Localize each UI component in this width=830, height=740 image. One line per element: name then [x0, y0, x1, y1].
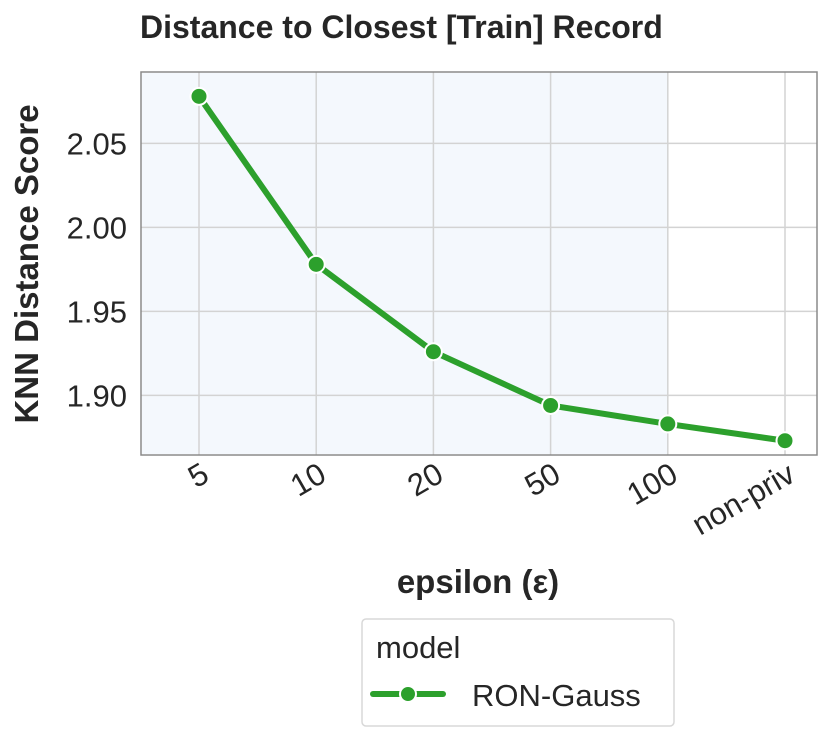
x-tick-label: 50 — [519, 456, 566, 504]
legend-title: model — [376, 630, 460, 665]
y-tick-label: 1.95 — [67, 294, 127, 329]
y-axis-label: KNN Distance Score — [8, 104, 45, 423]
y-tick-label: 2.00 — [67, 210, 127, 245]
data-point — [423, 342, 443, 362]
series-ron-gauss — [189, 86, 795, 451]
x-tick-label: 10 — [284, 456, 331, 504]
data-point — [541, 395, 561, 415]
legend-marker — [399, 685, 417, 703]
y-tick-label: 1.90 — [67, 378, 127, 413]
x-axis-label: epsilon (ε) — [397, 563, 559, 600]
x-tick-label: 100 — [621, 456, 683, 512]
legend-label: RON-Gauss — [472, 678, 641, 713]
x-tick-label: non-priv — [686, 456, 801, 543]
grid — [141, 72, 817, 455]
x-axis: 5 10 20 50 100 non-priv — [182, 456, 801, 543]
data-point — [189, 86, 209, 106]
plot-area — [140, 71, 818, 456]
data-point — [306, 254, 326, 274]
chart-title: Distance to Closest [Train] Record — [140, 9, 663, 45]
series-line — [196, 93, 788, 444]
legend-frame — [361, 618, 675, 727]
legend: model RON-Gauss — [361, 618, 675, 727]
x-tick-label: 5 — [182, 456, 214, 495]
y-axis: 1.90 1.95 2.00 2.05 — [67, 126, 127, 413]
data-point — [775, 431, 795, 451]
y-tick-label: 2.05 — [67, 126, 127, 161]
data-point — [658, 414, 678, 434]
x-tick-label: 20 — [402, 456, 449, 504]
plot-frame — [140, 71, 818, 456]
